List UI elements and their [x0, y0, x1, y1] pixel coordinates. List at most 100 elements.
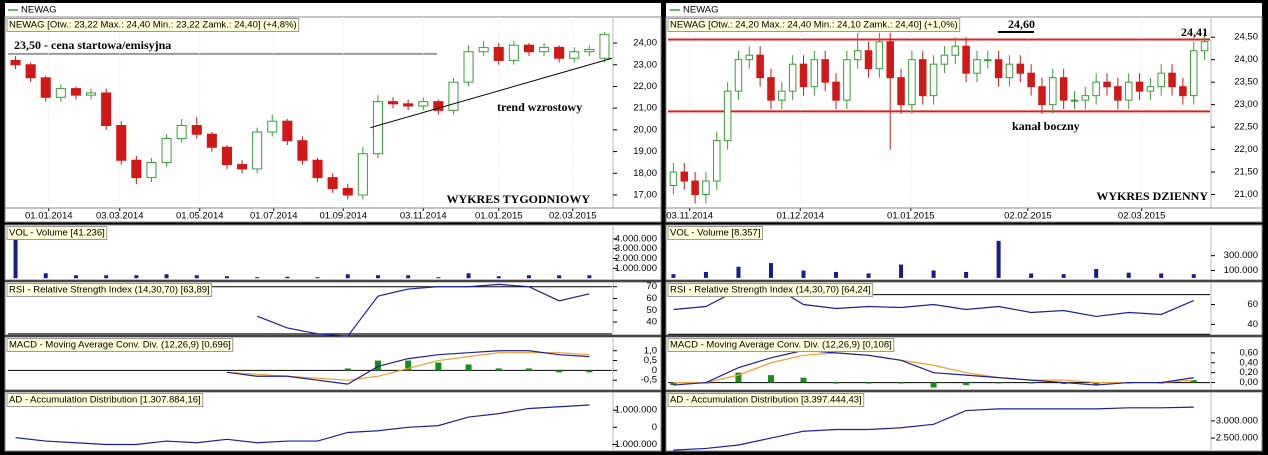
y-tick-label: 1,0	[644, 345, 657, 356]
y-tick-label: 0,20	[1240, 367, 1259, 378]
volume-bar	[834, 271, 839, 278]
panel	[665, 224, 1263, 281]
volume-bar	[104, 275, 109, 279]
y-tick-label: 0	[652, 422, 657, 433]
volume-bar	[375, 275, 380, 279]
legend-bar	[5, 3, 661, 17]
y-tick-label: 0,60	[1240, 347, 1259, 358]
candle-body	[448, 81, 459, 111]
volume-bar	[1094, 269, 1099, 278]
candle-body	[908, 59, 916, 106]
y-tick-label: 40	[1247, 319, 1258, 330]
indicator-line	[15, 404, 590, 446]
title-box	[6, 18, 300, 33]
panel-title: MACD - Moving Average Conv. Div. (12,26,…	[670, 340, 892, 351]
candle-body	[897, 77, 905, 106]
y-tick-label: 0,5	[644, 355, 657, 366]
candle-body	[131, 159, 142, 179]
histogram-bar	[735, 372, 742, 383]
annotation: 23,50 - cena startowa/emisyjna	[14, 38, 171, 52]
volume-bar	[436, 277, 441, 279]
candle-body	[599, 33, 610, 59]
volume-bar	[996, 240, 1001, 278]
candle-body	[1005, 63, 1014, 79]
y-tick-label: 22,50	[1234, 122, 1258, 133]
candle-body	[929, 63, 938, 97]
candle-body	[237, 164, 248, 170]
candle-body	[221, 146, 232, 166]
annotation: 24,41	[1181, 25, 1208, 39]
y-tick-label: 22,00	[1234, 144, 1258, 155]
y-tick-label: 3.000.000	[1216, 415, 1258, 426]
candle-body	[1200, 41, 1209, 52]
candle-body	[1179, 86, 1187, 97]
volume-bar	[496, 276, 501, 279]
legend-label: NEWAG	[683, 5, 719, 16]
candle-body	[723, 90, 732, 142]
y-tick-label: -0,5	[641, 375, 657, 386]
volume-bar	[224, 276, 229, 279]
annotation: trend wzrostowy	[497, 100, 582, 114]
volume-bar	[164, 274, 169, 279]
volume-bar	[671, 274, 676, 278]
volume-bar	[526, 275, 531, 279]
histogram-bar	[586, 370, 593, 373]
y-tick-label: 23,00	[1234, 99, 1258, 110]
y-tick-label: 0,00	[1240, 377, 1259, 388]
panel	[4, 224, 662, 281]
candle-body	[864, 50, 873, 70]
annotation: WYKRES DZIENNY	[1096, 189, 1208, 203]
annotation: 24,60	[1008, 17, 1035, 31]
volume-bar	[345, 274, 350, 279]
candle-body	[1092, 81, 1100, 97]
candle-body	[569, 51, 580, 59]
histogram-bar	[1190, 380, 1197, 383]
candle-body	[433, 101, 444, 111]
x-tick-label: 01.07.2014	[250, 211, 298, 222]
candle-body	[1146, 86, 1155, 92]
y-tick-label: 24,00	[1234, 54, 1258, 65]
volume-bar	[866, 273, 871, 278]
candle-body	[875, 41, 884, 70]
candle-body	[176, 125, 187, 140]
candle-body	[418, 101, 429, 107]
candle-body	[745, 54, 754, 61]
candle-body	[713, 140, 721, 182]
x-tick-label: 03.03.2014	[96, 211, 144, 222]
candle-body	[1135, 81, 1144, 92]
candle-body	[523, 44, 534, 53]
candle-body	[55, 88, 66, 98]
y-tick-label: 19,00	[633, 146, 657, 157]
title-box	[6, 393, 204, 408]
histogram-bar	[556, 370, 563, 373]
candle-body	[161, 138, 172, 163]
y-tick-label: 1.000.000	[615, 405, 657, 416]
y-tick-label: 40	[646, 317, 657, 328]
y-tick-label: 2.000.000	[615, 253, 657, 264]
candle-body	[702, 180, 710, 196]
signal-line	[673, 352, 1194, 384]
candle-body	[297, 140, 308, 161]
candle-body	[312, 159, 323, 179]
y-tick-label: 21,00	[1234, 189, 1258, 200]
histogram-bar	[374, 360, 381, 371]
candle-body	[940, 54, 949, 65]
candle-body	[810, 59, 819, 88]
candle-body	[734, 59, 743, 92]
y-tick-label: 23,00	[633, 59, 657, 70]
y-tick-label: 3.000.000	[615, 243, 657, 254]
candle-body	[584, 49, 595, 53]
indicator-line	[673, 406, 1194, 451]
candle-body	[70, 88, 81, 96]
macd-line	[226, 350, 590, 385]
candle-body	[1103, 81, 1111, 88]
panel-title: RSI - Relative Strength Index (14,30,70)…	[670, 285, 871, 296]
candle-body	[973, 59, 981, 74]
x-tick-label: 01.01.2015	[887, 211, 935, 222]
volume-bar	[1159, 273, 1164, 278]
candle-body	[86, 92, 97, 96]
y-tick-label: 4.000.000	[615, 233, 657, 244]
candle-body	[962, 45, 970, 74]
candle-body	[191, 125, 202, 135]
volume-bar	[1061, 274, 1066, 278]
